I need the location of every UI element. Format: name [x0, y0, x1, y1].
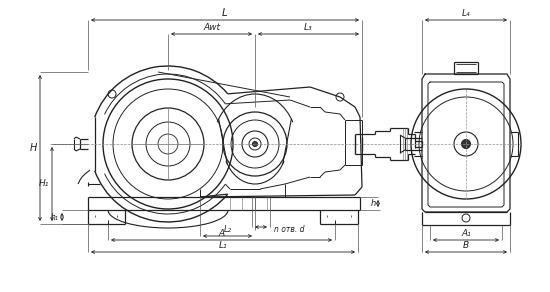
Text: A₁: A₁ — [461, 229, 471, 238]
Text: H₁: H₁ — [39, 180, 49, 189]
Text: h₁: h₁ — [51, 213, 59, 222]
Text: H: H — [30, 143, 37, 153]
Text: A: A — [218, 229, 224, 238]
Text: B: B — [463, 241, 469, 250]
Text: L: L — [222, 8, 228, 18]
Text: L₁: L₁ — [219, 241, 227, 250]
Text: n отв. d: n отв. d — [274, 225, 305, 234]
Circle shape — [252, 142, 257, 147]
Text: L₄: L₄ — [461, 9, 470, 18]
Text: Awt: Awt — [203, 23, 220, 32]
Text: L₃: L₃ — [304, 23, 313, 32]
Circle shape — [461, 140, 470, 149]
Text: h: h — [371, 199, 376, 208]
Text: L₂: L₂ — [223, 225, 232, 234]
